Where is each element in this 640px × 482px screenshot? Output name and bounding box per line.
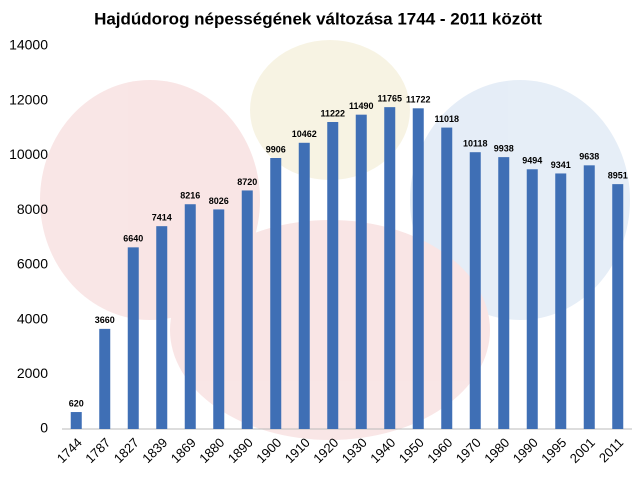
bar xyxy=(327,121,339,430)
value-label: 10118 xyxy=(463,139,488,149)
bar xyxy=(583,165,595,430)
bar xyxy=(441,127,453,429)
bar xyxy=(555,173,567,429)
bar xyxy=(355,114,367,429)
bar xyxy=(213,209,225,429)
bar xyxy=(156,226,168,429)
chart-title: Hajdúdorog népességének változása 1744 -… xyxy=(94,9,542,28)
x-tick-label: 1890 xyxy=(225,435,256,466)
value-label: 3660 xyxy=(95,315,115,325)
x-tick-label: 1744 xyxy=(54,435,85,466)
x-tick-label: 1839 xyxy=(139,435,170,466)
y-tick-label: 12000 xyxy=(9,91,48,107)
y-tick-label: 4000 xyxy=(17,310,48,326)
value-label: 9494 xyxy=(522,156,542,166)
value-label: 9341 xyxy=(551,160,571,170)
value-label: 9906 xyxy=(266,144,286,154)
x-tick-label: 1940 xyxy=(367,435,398,466)
bar xyxy=(127,247,139,429)
bar xyxy=(412,108,424,429)
x-tick-label: 1990 xyxy=(510,435,541,466)
x-tick-label: 1880 xyxy=(196,435,227,466)
y-tick-label: 2000 xyxy=(17,365,48,381)
x-tick-label: 1980 xyxy=(481,435,512,466)
x-tick-label: 2011 xyxy=(596,435,626,465)
bar xyxy=(298,142,310,430)
y-tick-label: 0 xyxy=(40,420,48,436)
value-label: 8720 xyxy=(237,177,257,187)
bar xyxy=(469,152,481,429)
value-label: 11722 xyxy=(406,95,431,105)
bar xyxy=(99,328,111,429)
x-tick-label: 1787 xyxy=(82,435,113,466)
bar xyxy=(384,107,396,429)
value-label: 9938 xyxy=(494,143,514,153)
bar xyxy=(498,157,510,430)
x-tick-label: 1950 xyxy=(396,435,427,466)
x-tick-label: 1995 xyxy=(538,435,569,466)
x-tick-label: 1960 xyxy=(424,435,455,466)
value-label: 11490 xyxy=(349,101,374,111)
value-label: 11765 xyxy=(377,94,402,104)
value-label: 11222 xyxy=(320,108,345,118)
value-label: 8951 xyxy=(608,171,628,181)
x-tick-label: 1970 xyxy=(453,435,484,466)
bar xyxy=(270,158,282,430)
x-tick-label: 1827 xyxy=(111,435,142,466)
y-tick-label: 14000 xyxy=(9,37,48,53)
bar xyxy=(184,204,196,429)
value-label: 620 xyxy=(69,398,84,408)
y-tick-label: 6000 xyxy=(17,256,48,272)
value-label: 9638 xyxy=(579,152,599,162)
bar xyxy=(70,412,82,429)
value-label: 7414 xyxy=(152,213,172,223)
bar xyxy=(612,184,624,429)
value-label: 8216 xyxy=(180,191,200,201)
value-label: 10462 xyxy=(292,129,317,139)
value-label: 6640 xyxy=(123,234,143,244)
x-tick-label: 1900 xyxy=(253,435,284,466)
x-tick-label: 1910 xyxy=(282,435,313,466)
y-tick-label: 8000 xyxy=(17,201,48,217)
y-tick-label: 10000 xyxy=(9,146,48,162)
x-tick-label: 2001 xyxy=(567,435,598,466)
value-label: 8026 xyxy=(209,196,229,206)
bar xyxy=(526,169,538,429)
value-label: 11018 xyxy=(434,114,459,124)
bar xyxy=(241,190,253,429)
x-tick-label: 1869 xyxy=(168,435,199,466)
